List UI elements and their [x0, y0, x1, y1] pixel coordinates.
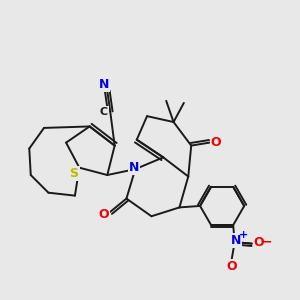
Text: S: S: [70, 167, 79, 180]
Text: −: −: [262, 236, 272, 249]
Text: O: O: [211, 136, 221, 149]
Text: O: O: [254, 236, 264, 249]
Text: O: O: [226, 260, 237, 273]
Text: N: N: [129, 161, 139, 174]
Text: C: C: [100, 107, 108, 117]
Text: N: N: [99, 78, 109, 91]
Text: O: O: [98, 208, 109, 221]
Text: +: +: [239, 230, 248, 240]
Text: N: N: [231, 234, 241, 247]
